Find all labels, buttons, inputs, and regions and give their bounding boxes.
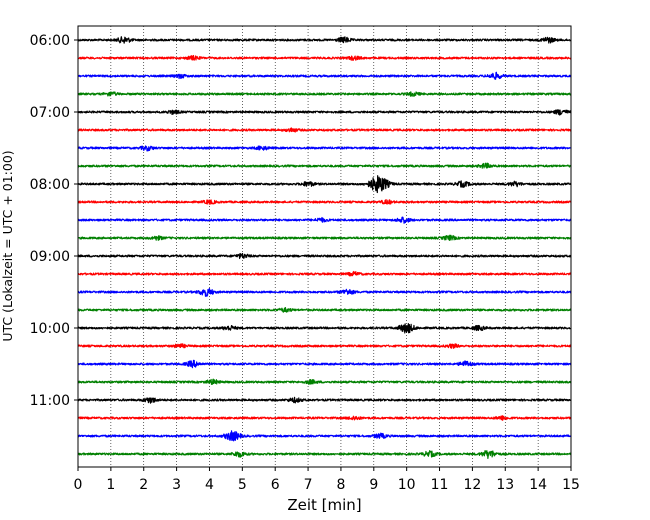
x-tick-label: 3 — [172, 477, 181, 493]
x-tick-label: 2 — [139, 477, 148, 493]
x-tick-label: 4 — [205, 477, 214, 493]
y-tick-label: 10:00 — [30, 321, 70, 337]
y-tick-label: 07:00 — [30, 105, 70, 121]
seismogram-trace-line — [77, 234, 572, 241]
seismogram-trace-line — [77, 359, 572, 369]
seismogram-trace-line — [77, 175, 572, 194]
x-tick-label: 1 — [106, 477, 115, 493]
x-tick-label: 8 — [336, 477, 345, 493]
seismogram-trace-line — [77, 396, 572, 404]
x-tick-label: 13 — [496, 477, 514, 493]
seismogram-trace-line — [77, 91, 572, 97]
x-tick-label: 5 — [238, 477, 247, 493]
seismogram-trace-line — [77, 430, 572, 442]
seismogram-trace-line — [77, 216, 572, 224]
y-tick-label: 09:00 — [30, 249, 70, 265]
y-tick-label: 11:00 — [30, 393, 70, 409]
seismogram-trace-line — [77, 306, 572, 313]
x-tick-label: 11 — [431, 477, 449, 493]
seismogram-trace-line — [77, 54, 572, 61]
seismogram-trace-line — [77, 71, 572, 80]
seismogram-trace-line — [77, 378, 572, 385]
seismogram-trace-line — [77, 145, 572, 152]
seismogram-trace-line — [77, 287, 572, 297]
seismogram-trace-line — [77, 127, 572, 133]
seismogram-trace-line — [77, 450, 572, 460]
y-axis-label: UTC (Lokalzeit = UTC + 01:00) — [0, 150, 15, 341]
x-tick-label: 6 — [271, 477, 280, 493]
x-axis-label: Zeit [min] — [287, 496, 361, 514]
seismogram-trace-line — [77, 199, 572, 205]
plot-frame — [77, 25, 572, 468]
seismogram-trace-line — [77, 252, 572, 260]
seismogram-trace-line — [77, 415, 572, 421]
y-axis: 06:00 07:00 08:00 09:00 10:00 11:00 — [30, 33, 78, 409]
seismogram-trace-line — [77, 323, 572, 334]
y-tick-label: 06:00 — [30, 33, 70, 49]
seismogram-trace-line — [77, 162, 572, 169]
y-tick-label: 08:00 — [30, 177, 70, 193]
x-tick-label: 15 — [562, 477, 580, 493]
x-tick-label: 7 — [304, 477, 313, 493]
x-tick-label: 10 — [398, 477, 416, 493]
seismogram-trace-line — [77, 109, 572, 116]
x-tick-label: 0 — [74, 477, 83, 493]
x-tick-label: 14 — [529, 477, 547, 493]
seismogram-trace-line — [77, 270, 572, 277]
x-tick-label: 12 — [463, 477, 481, 493]
seismogram-trace-line — [77, 36, 572, 44]
seismogram-trace-line — [77, 343, 572, 349]
x-tick-label: 9 — [369, 477, 378, 493]
trace-lines — [77, 36, 572, 460]
x-axis: 0 1 2 3 4 5 6 7 8 9 10 11 12 13 14 15 — [74, 467, 580, 493]
